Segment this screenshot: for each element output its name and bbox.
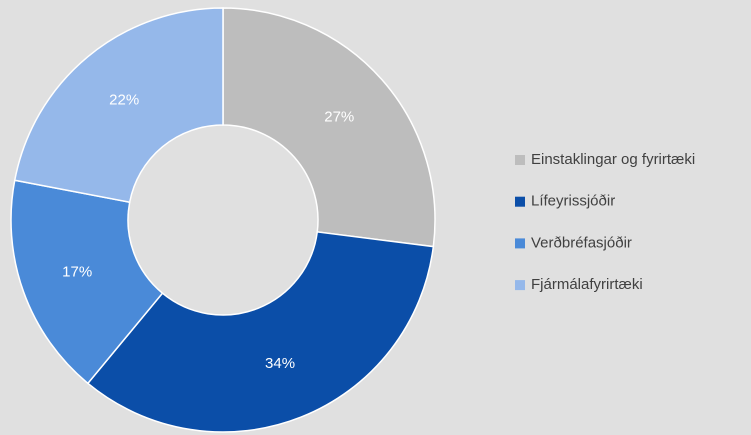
legend-label: Verðbréfasjóðir (531, 234, 632, 251)
legend-swatch (515, 155, 525, 165)
data-label: 22% (109, 92, 139, 109)
donut-slice (222, 7, 436, 248)
donut-slice (13, 7, 224, 204)
data-label: 17% (62, 263, 92, 280)
legend-swatch (515, 238, 525, 249)
legend-swatch (515, 280, 525, 291)
legend-label: Lífeyrissjóðir (531, 193, 615, 210)
donut-slice (10, 179, 164, 385)
donut-slice (86, 231, 435, 433)
data-label: 34% (265, 355, 295, 372)
data-label: 27% (324, 108, 354, 125)
legend-label: Fjármálafyrirtæki (531, 276, 643, 293)
legend-label: Einstaklingar og fyrirtæki (531, 151, 695, 168)
legend-swatch (515, 196, 525, 207)
